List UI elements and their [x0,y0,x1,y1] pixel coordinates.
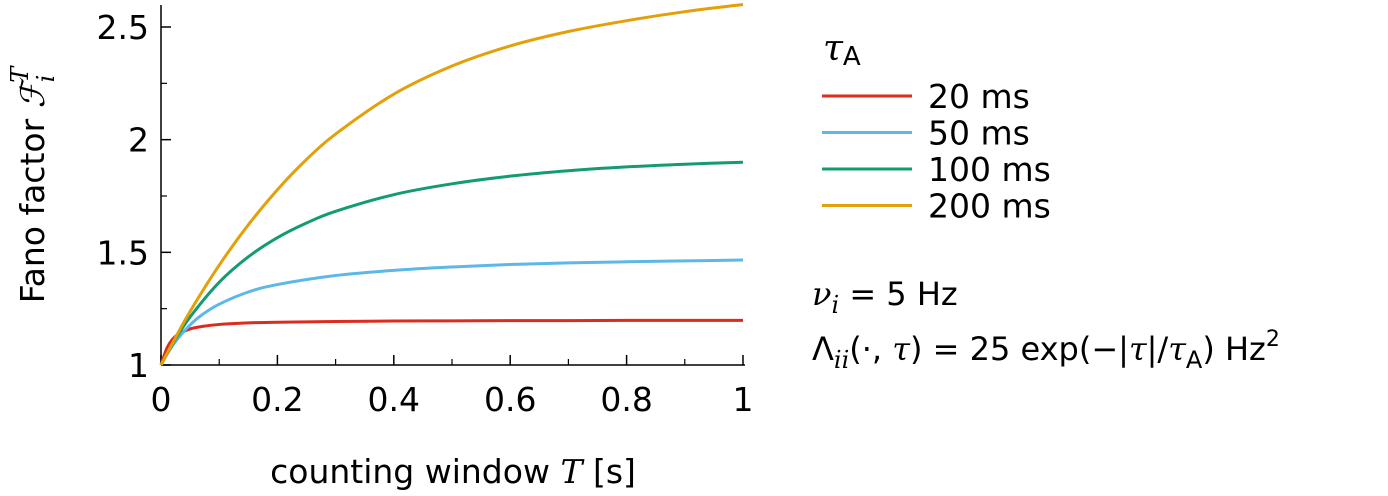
legend-label: 20 ms [928,77,1030,116]
y-ticks: 1 1.5 2 2.5 [97,8,171,385]
axes [160,5,745,366]
y-tick-label: 1 [128,346,149,385]
x-ticks: 0 0.2 0.4 0.6 0.8 1 [151,355,754,419]
svg-text:Fano factor ℱiT: Fano factor ℱiT [6,65,60,304]
kernel-annotation: Λii(·, τ) = 25 exp(−|τ|/τA) Hz2 [812,327,1280,374]
rate-annotation: νi = 5 Hz [812,275,958,319]
series-line-200-ms [159,2,744,366]
legend-title: τA [823,28,861,72]
y-axis-title: Fano factor ℱiT [6,65,60,304]
x-tick-label: 1 [733,380,754,419]
legend-label: 100 ms [928,150,1051,189]
y-tick-label: 1.5 [97,233,149,272]
legend-label: 50 ms [928,114,1030,153]
x-tick-label: 0 [151,380,172,419]
y-tick-label: 2.5 [97,8,149,47]
y-tick-label: 2 [128,121,149,160]
legend-label: 200 ms [928,187,1051,226]
x-tick-label: 0.4 [368,380,420,419]
x-tick-label: 0.6 [484,380,536,419]
x-tick-label: 0.2 [251,380,303,419]
series-line-20-ms [159,318,743,366]
x-tick-label: 0.8 [600,380,652,419]
series-lines [159,2,744,366]
series-line-50-ms [159,258,744,366]
series-line-100-ms [159,160,744,366]
x-axis-title: counting window T [s] [270,452,636,491]
